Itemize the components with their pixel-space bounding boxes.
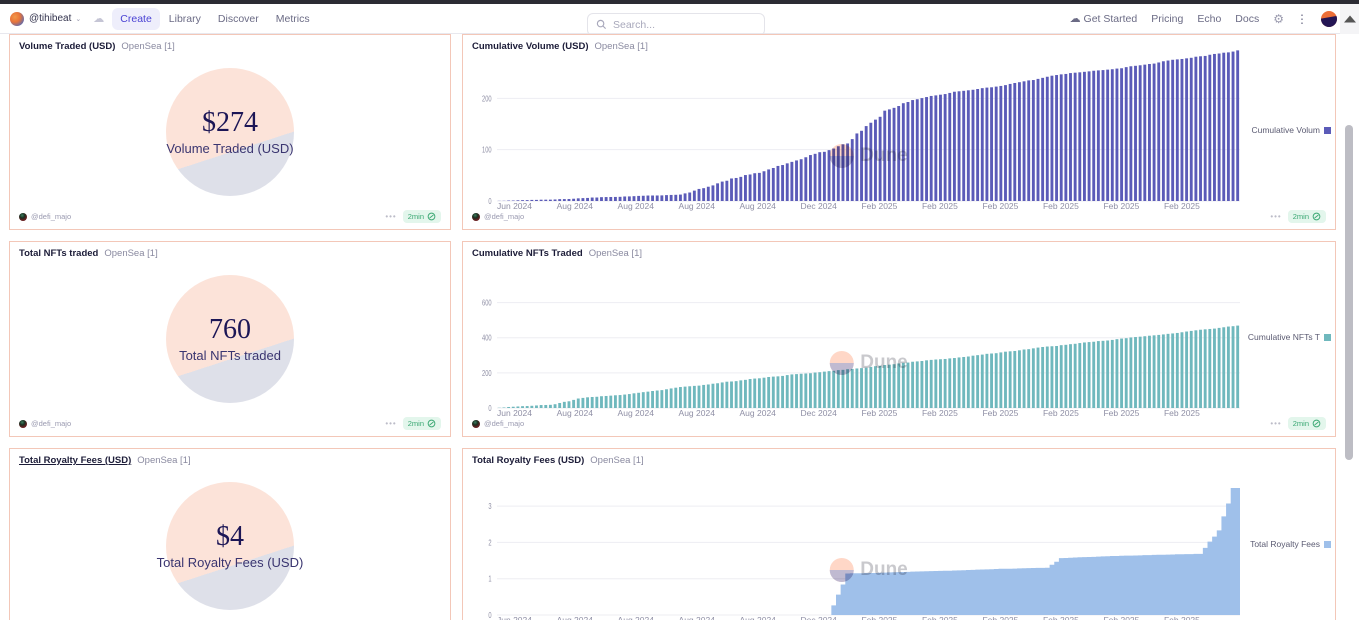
svg-text:0: 0 <box>488 610 491 620</box>
svg-text:3: 3 <box>488 501 491 512</box>
svg-text:600: 600 <box>482 297 492 308</box>
svg-text:0: 0 <box>488 403 491 414</box>
svg-text:1: 1 <box>488 574 491 585</box>
svg-text:200: 200 <box>482 93 492 104</box>
svg-text:100: 100 <box>482 144 492 155</box>
svg-text:2: 2 <box>488 537 491 548</box>
svg-text:400: 400 <box>482 333 492 344</box>
svg-text:200: 200 <box>482 368 492 379</box>
svg-text:0: 0 <box>488 196 491 207</box>
